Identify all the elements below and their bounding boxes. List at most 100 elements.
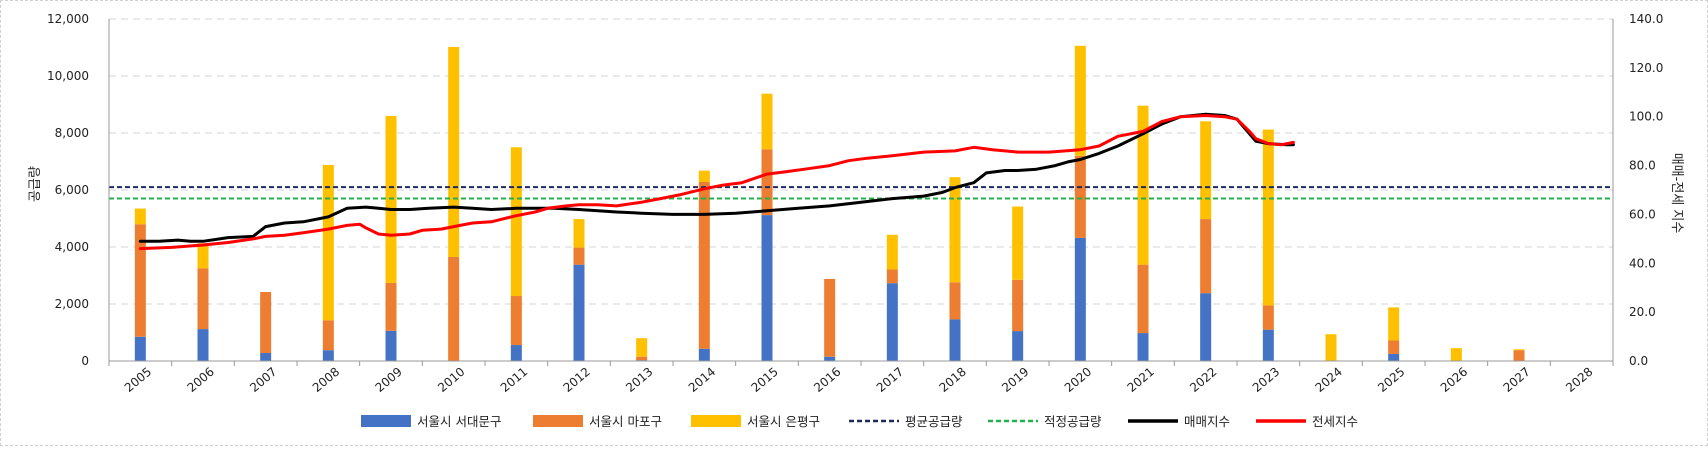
legend: 서울시 서대문구 서울시 마포구 서울시 은평구 평균공급량 적정공급량 매매지수 전세지수 [361, 414, 1358, 429]
left-axis-title: 공급량 [28, 166, 43, 202]
axes [108, 19, 1614, 366]
bar-segment [322, 350, 334, 361]
bar-segment [886, 234, 898, 270]
legend-swatch [533, 415, 583, 427]
bar-segment [510, 345, 522, 361]
x-tick-label: 2014 [686, 365, 718, 395]
x-tick-label: 2024 [1313, 365, 1345, 395]
bar-segment [385, 330, 397, 361]
bar-segment [134, 208, 146, 225]
legend-label: 서울시 서대문구 [417, 414, 501, 429]
bar-segment [134, 336, 146, 361]
bar-segment [1450, 348, 1462, 361]
bar-segment [1074, 237, 1086, 361]
legend-label: 적정공급량 [1044, 414, 1102, 429]
x-tick-label: 2013 [623, 365, 655, 395]
right-axis-title: 매매-전세 지수 [1669, 153, 1684, 234]
left-tick-label: 10,000 [47, 69, 89, 83]
bar-segment [1262, 329, 1274, 361]
x-tick-label: 2006 [185, 365, 217, 395]
right-tick-label: 80.0 [1629, 159, 1656, 173]
right-tick-label: 0.0 [1629, 354, 1648, 368]
series-line [138, 112, 1295, 243]
x-axis-ticks: 2005 2006 2007 2008 2009 2010 2011 2012 2013 2014… [122, 365, 1596, 395]
x-tick-label: 2023 [1250, 365, 1282, 395]
bar-segment [1262, 129, 1274, 306]
left-tick-label: 6,000 [55, 183, 89, 197]
bar-segment [698, 348, 710, 361]
bar-segment [1388, 340, 1400, 354]
legend-label: 평균공급량 [905, 414, 963, 429]
bar-segment [636, 338, 648, 357]
legend-label: 서울시 은평구 [747, 414, 820, 429]
legend-label: 전세지수 [1312, 414, 1358, 429]
x-tick-label: 2020 [1062, 365, 1094, 395]
bar-segment [698, 170, 710, 183]
bar-segment [134, 224, 146, 337]
bar-segment [573, 264, 585, 361]
index-lines [138, 112, 1295, 251]
legend-label: 매매지수 [1184, 414, 1230, 429]
bar-segment [1012, 206, 1024, 280]
bar-marks [134, 45, 1525, 361]
bar-segment [573, 219, 585, 248]
bar-segment [886, 283, 898, 361]
right-tick-label: 40.0 [1629, 256, 1656, 270]
bar-segment [1388, 307, 1400, 341]
right-tick-label: 140.0 [1629, 12, 1663, 26]
bar-segment [260, 292, 272, 354]
bar-segment [1262, 305, 1274, 330]
bar-segment [761, 149, 773, 216]
bar-segment [824, 356, 836, 361]
bar-segment [1200, 121, 1212, 220]
bar-segment [448, 46, 460, 257]
x-tick-label: 2015 [749, 365, 781, 395]
bar-segment [949, 319, 961, 361]
bar-segment [824, 278, 836, 357]
legend-swatch [361, 415, 411, 427]
right-tick-label: 20.0 [1629, 305, 1656, 319]
bar-segment [949, 177, 961, 283]
bar-segment [197, 243, 209, 269]
right-axis-ticks: 0.0 20.0 40.0 60.0 80.0 100.0 120.0 140.0 [1629, 12, 1663, 368]
right-tick-label: 100.0 [1629, 110, 1663, 124]
bar-segment [636, 356, 648, 361]
left-tick-label: 4,000 [55, 240, 89, 254]
x-tick-label: 2009 [373, 365, 405, 395]
bar-segment [1012, 331, 1024, 361]
bar-segment [1012, 279, 1024, 332]
x-tick-label: 2005 [122, 365, 154, 395]
x-tick-label: 2010 [435, 365, 467, 395]
x-tick-label: 2008 [310, 365, 342, 395]
x-tick-label: 2025 [1375, 365, 1407, 395]
left-axis-ticks: 0 2,000 4,000 6,000 8,000 10,000 12,000 [47, 12, 89, 368]
bar-segment [1137, 264, 1149, 334]
bar-segment [1325, 334, 1337, 361]
x-tick-label: 2011 [498, 365, 530, 395]
bar-segment [1200, 293, 1212, 361]
bar-segment [260, 353, 272, 361]
x-tick-label: 2021 [1125, 365, 1157, 395]
left-tick-label: 0 [81, 354, 89, 368]
bar-segment [1074, 155, 1086, 238]
legend-label: 서울시 마포구 [589, 414, 662, 429]
bar-segment [322, 320, 334, 351]
x-tick-label: 2027 [1501, 365, 1533, 395]
bar-segment [510, 147, 522, 297]
bar-segment [510, 296, 522, 346]
bar-segment [1074, 45, 1086, 156]
x-tick-label: 2026 [1438, 365, 1470, 395]
bar-segment [385, 282, 397, 331]
bar-segment [322, 164, 334, 321]
x-tick-label: 2028 [1563, 365, 1595, 395]
bar-segment [448, 256, 460, 361]
bar-segment [1137, 333, 1149, 361]
bar-segment [698, 182, 710, 349]
x-tick-label: 2016 [811, 365, 843, 395]
gridlines [109, 18, 1613, 305]
bar-segment [761, 215, 773, 361]
x-tick-label: 2007 [247, 365, 279, 395]
bar-segment [886, 269, 898, 284]
x-tick-label: 2017 [874, 365, 906, 395]
